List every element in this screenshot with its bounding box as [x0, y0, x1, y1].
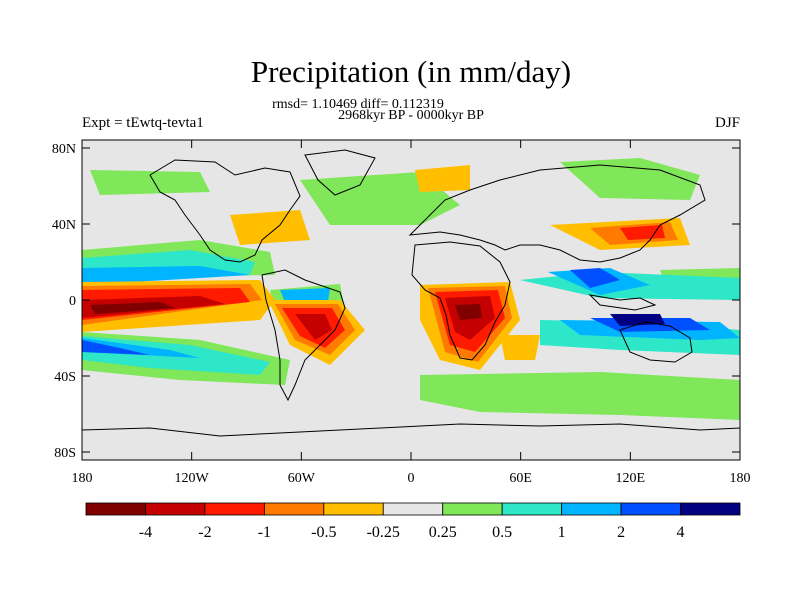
contour-patch — [280, 288, 330, 302]
coastline-africa — [411, 241, 511, 361]
coastline-north-america — [149, 159, 301, 263]
colorbar-swatch — [561, 502, 622, 516]
lat-label: 80S — [54, 446, 76, 461]
colorbar-swatch — [323, 502, 384, 516]
lon-label: 120W — [175, 471, 210, 486]
contour-patch — [620, 225, 665, 240]
map-title: Precipitation (in mm/day) — [251, 54, 571, 89]
lat-label: 0 — [69, 294, 76, 309]
colorbar-label: -0.5 — [311, 524, 336, 541]
period-text: 2968kyr BP - 0000kyr BP — [338, 108, 484, 123]
contour-patch — [90, 170, 210, 195]
experiment-label: Expt = tEwtq-tevta1 — [82, 115, 204, 131]
latitude-axis: 80N 40N 0 40S 80S — [52, 142, 740, 461]
contour-patch — [570, 268, 620, 288]
colorbar-label: 2 — [617, 524, 625, 541]
colorbar-label: -1 — [258, 524, 271, 541]
contour-patch — [560, 158, 700, 200]
lon-label: 120E — [616, 471, 646, 486]
lat-label: 80N — [52, 142, 76, 157]
lon-label: 60W — [288, 471, 316, 486]
lat-label: 40N — [52, 218, 76, 233]
contour-patch — [500, 335, 540, 360]
coastline-south-america — [261, 269, 346, 402]
coastline-greenland — [304, 149, 376, 196]
colorbar-swatch — [204, 502, 265, 516]
colorbar-label: -2 — [198, 524, 211, 541]
colorbar-swatch — [442, 502, 503, 516]
contour-patch — [415, 165, 470, 192]
colorbar-swatch — [680, 502, 741, 516]
contour-patch — [420, 372, 740, 420]
lat-label: 40S — [54, 370, 76, 385]
colorbar-swatch — [501, 502, 563, 516]
colorbar-swatch — [382, 502, 444, 516]
coastlines — [82, 149, 740, 437]
colorbar-swatch — [620, 502, 681, 516]
contour-patch — [82, 340, 150, 355]
season-label: DJF — [715, 115, 740, 131]
coastline-eurasia — [408, 164, 706, 263]
contour-patch — [82, 266, 250, 285]
colorbar-label: -0.25 — [367, 524, 400, 541]
colorbar-label: 0.25 — [429, 524, 457, 541]
colorbar-label: 1 — [558, 524, 566, 541]
colorbar-swatch — [145, 502, 206, 516]
contour-patch — [295, 314, 332, 340]
colorbar: -4 -2 -1 -0.5 -0.25 0.25 0.5 1 2 4 — [85, 502, 741, 541]
lon-label: 180 — [72, 471, 93, 486]
coastline-antarctica — [82, 423, 740, 437]
colorbar-swatch — [85, 502, 146, 516]
contour-patch — [230, 210, 310, 245]
coastline-australia — [619, 321, 693, 363]
map-area: 80N 40N 0 40S 80S 180 120W 60W 0 60E 120E 180 — [52, 139, 751, 486]
precip-anomaly-field — [82, 158, 740, 420]
colorbar-label: -4 — [139, 524, 152, 541]
colorbar-label: 4 — [677, 524, 685, 541]
contour-patch — [455, 304, 482, 320]
colorbar-swatch — [263, 502, 325, 516]
contour-patch — [90, 302, 175, 314]
longitude-axis: 180 120W 60W 0 60E 120E 180 — [72, 140, 751, 486]
lon-label: 60E — [509, 471, 532, 486]
lon-label: 180 — [730, 471, 751, 486]
stats-text: rmsd= 1.10469 diff= 0.112319 — [272, 97, 444, 112]
lon-label: 0 — [408, 471, 415, 486]
colorbar-label: 0.5 — [492, 524, 512, 541]
coastline-indonesia — [588, 294, 657, 311]
